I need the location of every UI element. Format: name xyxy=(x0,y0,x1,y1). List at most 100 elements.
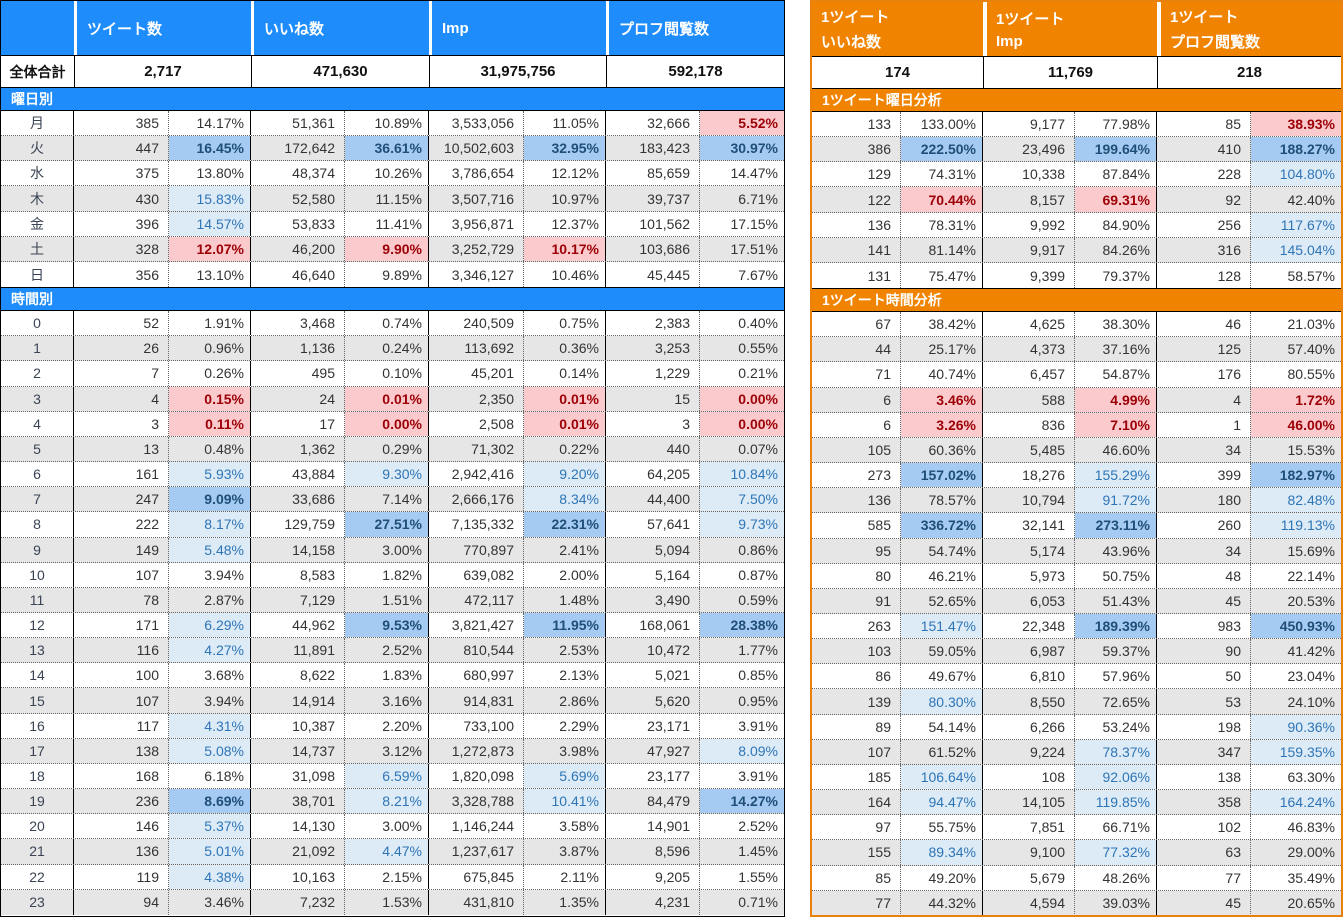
value-cell[interactable]: 71 xyxy=(812,362,901,387)
value-cell[interactable]: 2,508 xyxy=(429,411,524,436)
row-label[interactable]: 8 xyxy=(1,512,74,537)
value-cell[interactable]: 53 xyxy=(1157,689,1251,714)
value-cell[interactable]: 97 xyxy=(812,815,901,840)
value-cell[interactable]: 836 xyxy=(983,412,1075,437)
percent-cell[interactable]: 0.55% xyxy=(738,340,778,357)
value-cell[interactable]: 45 xyxy=(1157,588,1251,613)
value-cell[interactable]: 9,205 xyxy=(606,864,700,889)
percent-cell[interactable]: 2.87% xyxy=(169,587,251,612)
value-cell[interactable]: 101,562 xyxy=(606,211,700,236)
percent-cell[interactable]: 15.53% xyxy=(1287,441,1335,458)
percent-cell[interactable]: 4.31% xyxy=(169,713,251,738)
value-cell[interactable]: 138 xyxy=(74,738,169,763)
value-cell[interactable]: 7,232 xyxy=(251,889,345,915)
percent-cell[interactable]: 81.14% xyxy=(901,237,983,262)
percent-cell[interactable]: 0.36% xyxy=(524,336,606,361)
percent-cell[interactable]: 52.65% xyxy=(901,588,983,613)
percent-cell[interactable]: 80.55% xyxy=(1287,366,1335,383)
value-cell[interactable]: 38,701 xyxy=(251,789,345,814)
value-cell[interactable]: 1,362 xyxy=(251,436,345,462)
value-cell[interactable]: 347 xyxy=(1157,739,1251,764)
value-cell[interactable]: 399 xyxy=(1157,463,1251,488)
column-header-impressions[interactable]: Imp xyxy=(429,1,606,55)
percent-cell[interactable]: 77.98% xyxy=(1075,112,1157,137)
column-header-likes[interactable]: いいね数 xyxy=(251,1,429,55)
value-cell[interactable]: 32,141 xyxy=(983,513,1075,538)
value-cell[interactable]: 260 xyxy=(1157,513,1251,538)
percent-cell[interactable]: 6.18% xyxy=(169,763,251,789)
value-cell[interactable]: 46 xyxy=(1157,312,1251,337)
percent-cell[interactable]: 49.20% xyxy=(901,865,983,890)
percent-cell[interactable]: 78.31% xyxy=(901,212,983,237)
percent-cell[interactable]: 1.77% xyxy=(738,642,778,659)
percent-cell[interactable]: 0.96% xyxy=(169,336,251,361)
percent-cell[interactable]: 37.16% xyxy=(1075,337,1157,362)
value-cell[interactable]: 91 xyxy=(812,588,901,613)
percent-cell[interactable]: 10.46% xyxy=(524,261,606,288)
percent-cell[interactable]: 0.75% xyxy=(524,311,606,336)
percent-cell[interactable]: 91.72% xyxy=(1075,488,1157,513)
percent-cell[interactable]: 39.03% xyxy=(1075,890,1157,915)
percent-cell[interactable]: 3.00% xyxy=(345,537,429,562)
percent-cell[interactable]: 40.74% xyxy=(901,362,983,387)
percent-cell[interactable]: 0.95% xyxy=(738,692,778,709)
value-cell[interactable]: 410 xyxy=(1157,137,1251,162)
percent-cell[interactable]: 20.65% xyxy=(1287,895,1335,912)
value-cell[interactable]: 50 xyxy=(1157,664,1251,689)
value-cell[interactable]: 23,496 xyxy=(983,137,1075,162)
value-cell[interactable]: 139 xyxy=(812,689,901,714)
percent-cell[interactable]: 36.61% xyxy=(345,136,429,161)
percent-cell[interactable]: 9.30% xyxy=(345,462,429,487)
percent-cell[interactable]: 222.50% xyxy=(901,137,983,162)
value-cell[interactable]: 149 xyxy=(74,537,169,562)
value-cell[interactable]: 8,622 xyxy=(251,663,345,688)
value-cell[interactable]: 131 xyxy=(812,262,901,289)
percent-cell[interactable]: 38.93% xyxy=(1251,112,1341,137)
value-cell[interactable]: 94 xyxy=(74,889,169,915)
percent-cell[interactable]: 46.83% xyxy=(1287,819,1335,836)
row-label[interactable]: 21 xyxy=(1,839,74,864)
value-cell[interactable]: 3,253 xyxy=(606,336,700,361)
percent-cell[interactable]: 80.30% xyxy=(901,689,983,714)
value-cell[interactable]: 5,164 xyxy=(606,562,700,587)
percent-cell[interactable]: 7.14% xyxy=(345,487,429,512)
percent-cell[interactable]: 11.41% xyxy=(345,211,429,236)
percent-cell[interactable]: 9.20% xyxy=(524,462,606,487)
value-cell[interactable]: 136 xyxy=(812,488,901,513)
value-cell[interactable]: 6 xyxy=(812,412,901,437)
percent-cell[interactable]: 12.07% xyxy=(169,236,251,261)
percent-cell[interactable]: 92.06% xyxy=(1075,764,1157,790)
value-cell[interactable]: 5,021 xyxy=(606,663,700,688)
value-cell[interactable]: 3,821,427 xyxy=(429,612,524,638)
value-cell[interactable]: 14,158 xyxy=(251,537,345,562)
row-label[interactable]: 4 xyxy=(1,411,74,436)
value-cell[interactable]: 3,956,871 xyxy=(429,211,524,236)
value-cell[interactable]: 810,544 xyxy=(429,638,524,663)
row-label[interactable]: 17 xyxy=(1,738,74,763)
percent-cell[interactable]: 29.00% xyxy=(1287,844,1335,861)
percent-cell[interactable]: 61.52% xyxy=(901,739,983,764)
percent-cell[interactable]: 0.87% xyxy=(738,566,778,583)
value-cell[interactable]: 78 xyxy=(74,587,169,612)
percent-cell[interactable]: 59.37% xyxy=(1075,639,1157,664)
value-cell[interactable]: 10,794 xyxy=(983,488,1075,513)
value-cell[interactable]: 222 xyxy=(74,512,169,537)
percent-cell[interactable]: 42.40% xyxy=(1287,191,1335,208)
row-label[interactable]: 1 xyxy=(1,336,74,361)
percent-cell[interactable]: 2.13% xyxy=(524,663,606,688)
value-cell[interactable]: 6,810 xyxy=(983,664,1075,689)
percent-cell[interactable]: 3.91% xyxy=(738,717,778,734)
percent-cell[interactable]: 15.69% xyxy=(1287,542,1335,559)
percent-cell[interactable]: 5.69% xyxy=(524,763,606,789)
percent-cell[interactable]: 3.91% xyxy=(738,767,778,784)
percent-cell[interactable]: 11.05% xyxy=(524,111,606,136)
value-cell[interactable]: 77 xyxy=(1157,865,1251,890)
row-label[interactable]: 15 xyxy=(1,688,74,713)
percent-cell[interactable]: 1.45% xyxy=(738,843,778,860)
value-cell[interactable]: 430 xyxy=(74,186,169,211)
value-cell[interactable]: 171 xyxy=(74,612,169,638)
value-cell[interactable]: 3,490 xyxy=(606,587,700,612)
value-cell[interactable]: 57,641 xyxy=(606,512,700,537)
value-cell[interactable]: 236 xyxy=(74,789,169,814)
percent-cell[interactable]: 106.64% xyxy=(901,764,983,790)
